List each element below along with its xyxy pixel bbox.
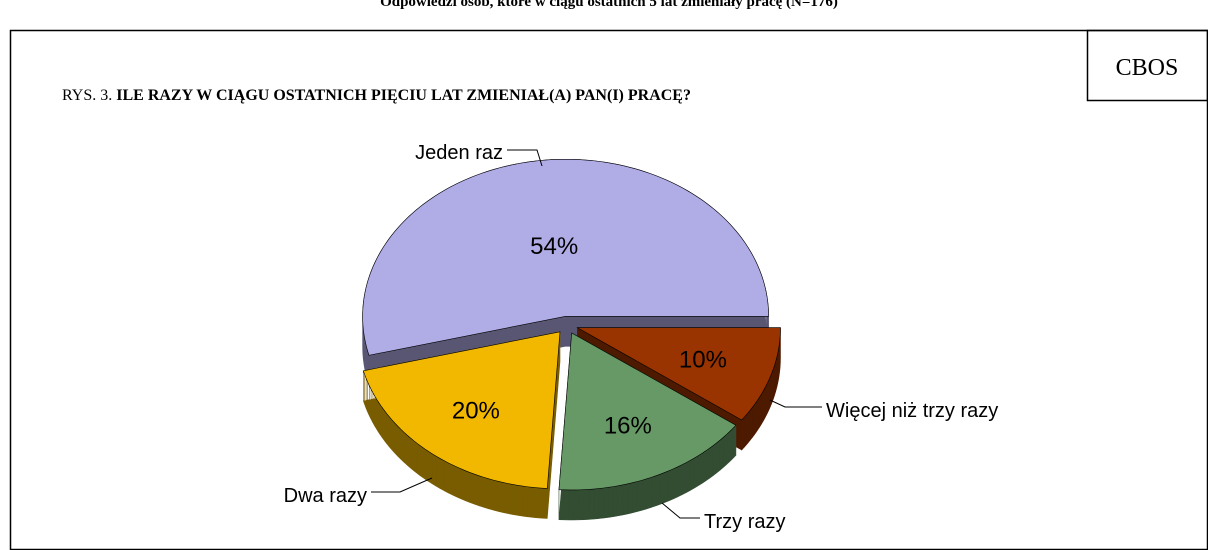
category-label: Więcej niż trzy razy (826, 400, 998, 422)
leader-line (371, 477, 433, 493)
title-text: ILE RAZY W CIĄGU OSTATNICH PIĘCIU LAT ZM… (116, 87, 691, 104)
slice-side (577, 327, 781, 451)
chart-title: RYS. 3. ILE RAZY W CIĄGU OSTATNICH PIĘCI… (62, 87, 691, 104)
subtitle: Odpowiedzi osób, które w ciągu ostatnich… (380, 0, 838, 10)
slice (576, 327, 781, 421)
slice (362, 331, 561, 489)
category-label: Trzy razy (704, 511, 785, 533)
leader-line (661, 502, 700, 519)
category-label: Dwa razy (284, 485, 367, 507)
pie-labels: 54% Jeden raz 20% Dwa razy 16% Trzy razy 10% Wi… (284, 142, 999, 533)
value-label: 16% (604, 412, 652, 439)
source: CBOS (1116, 55, 1179, 81)
category-label: Jeden raz (415, 142, 503, 164)
value-label: 10% (679, 346, 727, 373)
title-prefix: RYS. 3. (62, 87, 112, 104)
value-label: 54% (530, 233, 578, 260)
slice (558, 332, 737, 491)
leader-line (769, 399, 822, 408)
leader-line (507, 149, 543, 167)
value-label: 20% (452, 397, 500, 424)
pie-tops (362, 158, 781, 491)
